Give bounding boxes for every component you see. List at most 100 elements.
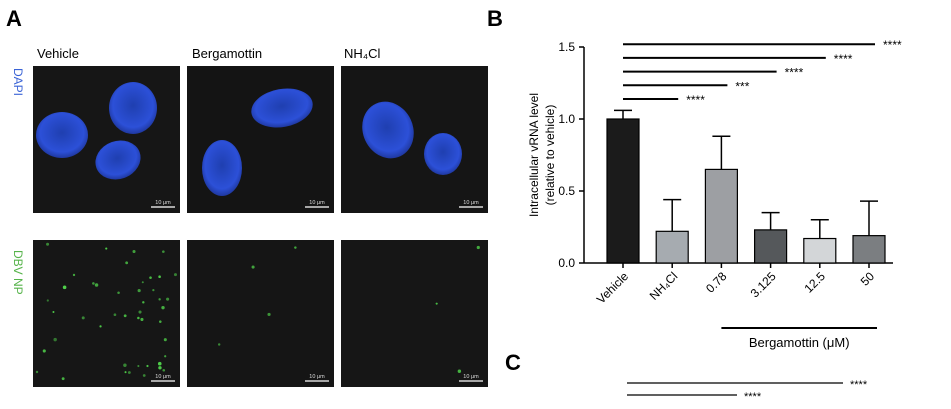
viral-dot [166, 297, 170, 301]
viral-dot [158, 366, 162, 370]
y-tick-label: 0.5 [558, 184, 575, 198]
row-label: DBV NP [11, 250, 25, 295]
panel-label: A [6, 6, 22, 31]
bar [655, 230, 689, 264]
image [341, 240, 488, 387]
viral-dot [105, 247, 108, 250]
viral-dot [457, 369, 462, 373]
x-tick-label: Vehicle [594, 269, 631, 306]
viral-dot [251, 265, 255, 269]
nucleus [251, 88, 313, 128]
viral-dot [61, 377, 65, 381]
viral-dot [62, 285, 67, 290]
viral-dot [162, 250, 165, 253]
scale-bar-label: 10 μm [463, 200, 479, 206]
image [187, 66, 334, 213]
y-axis-label: (relative to vehicle) [543, 105, 557, 206]
viral-dot [35, 370, 39, 374]
viral-dot [125, 261, 129, 265]
viral-dot [161, 305, 165, 310]
column-header: Vehicle [37, 46, 79, 61]
viral-dot [94, 283, 99, 287]
bar [852, 235, 886, 264]
viral-dot [138, 310, 142, 314]
bar [606, 118, 640, 264]
viral-dot [162, 368, 166, 372]
panel-label: B [487, 6, 503, 31]
scale-bar-label: 10 μm [463, 374, 479, 380]
scale-bar-label: 10 μm [309, 200, 325, 206]
panel-label: C [505, 350, 521, 375]
scale-bar-label: 10 μm [309, 374, 325, 380]
viral-dot [127, 371, 131, 374]
x-tick-label: NH₄Cl [647, 269, 681, 303]
nucleus [95, 140, 141, 180]
viral-dot [152, 289, 155, 292]
significance-label: **** [850, 379, 868, 391]
viral-dot [149, 276, 152, 279]
viral-dot [123, 363, 127, 367]
group-label: Bergamottin (μM) [749, 335, 850, 350]
viral-dot [72, 273, 76, 277]
y-tick-label: 1.0 [558, 112, 575, 126]
bar [753, 229, 788, 264]
viral-dot [173, 273, 177, 277]
nucleus [202, 140, 242, 196]
bar [803, 237, 837, 264]
viral-dot [163, 338, 167, 342]
viral-dot [81, 316, 85, 320]
viral-dot [157, 361, 162, 366]
significance-label: **** [785, 66, 804, 80]
scale-bar-label: 10 μm [155, 200, 171, 206]
scale-bar-label: 10 μm [155, 374, 171, 380]
nucleus [109, 82, 157, 134]
x-tick-label: 3.125 [748, 269, 779, 300]
viral-dot [294, 246, 297, 249]
viral-dot [435, 302, 438, 305]
viral-dot [117, 291, 120, 294]
viral-dot [99, 325, 102, 328]
x-tick-label: 0.78 [703, 269, 730, 296]
viral-dot [140, 317, 144, 322]
viral-dot [217, 343, 221, 346]
significance-label: **** [883, 38, 902, 52]
viral-dot [158, 275, 161, 278]
micrographs: 10 μm 10 μm 10 μm 10 μm 10 μm 10 μm [33, 66, 488, 387]
viral-dot [158, 298, 161, 301]
viral-dot [46, 242, 50, 246]
viral-dot [141, 281, 144, 284]
viral-dot [124, 371, 127, 374]
viral-dot [164, 355, 167, 358]
nucleus [362, 101, 414, 159]
viral-dot [137, 316, 140, 320]
viral-dot [52, 311, 55, 314]
viral-dot [142, 301, 145, 304]
bar [704, 168, 739, 264]
image [187, 240, 334, 387]
viral-dot [132, 249, 136, 254]
image [33, 240, 180, 387]
viral-dot [476, 245, 480, 250]
nucleus [36, 112, 88, 158]
significance-label: *** [735, 79, 749, 93]
viral-dot [142, 374, 146, 377]
viral-dot [53, 337, 57, 342]
viral-dot [137, 288, 141, 293]
y-tick-label: 1.5 [558, 40, 575, 54]
viral-dot [267, 312, 271, 317]
y-tick-label: 0.0 [558, 256, 575, 270]
viral-dot [123, 314, 127, 318]
image [341, 66, 488, 213]
x-tick-label: 12.5 [802, 269, 829, 296]
viral-dot [42, 349, 46, 353]
significance-label: **** [834, 52, 853, 66]
nucleus [424, 133, 462, 175]
x-tick-label: 50 [858, 269, 878, 289]
viral-dot [113, 313, 117, 317]
viral-dot [92, 282, 95, 285]
significance-label: **** [744, 391, 762, 403]
column-header: NH₄Cl [344, 46, 380, 61]
viral-dot [46, 299, 49, 302]
viral-dot [137, 364, 140, 368]
